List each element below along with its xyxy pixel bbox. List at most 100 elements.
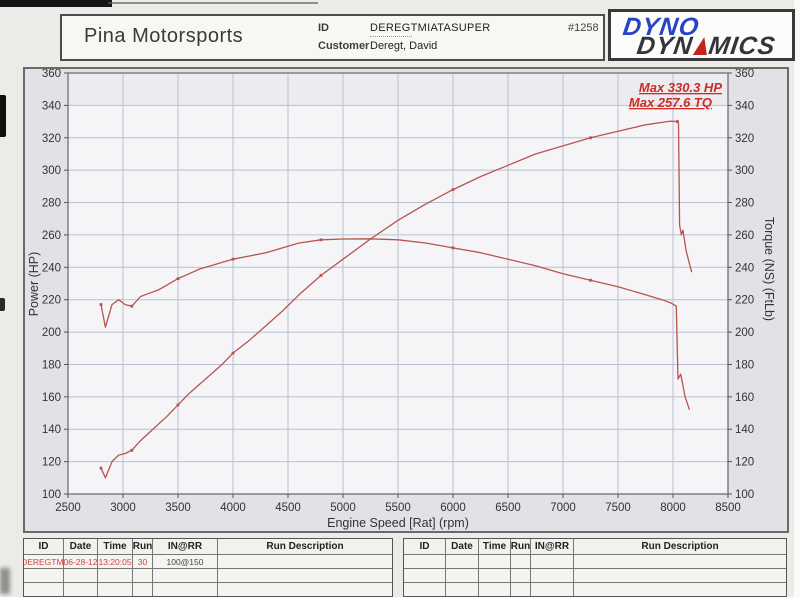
left-axis-title: Power (HP) <box>27 252 41 317</box>
right-axis-tick-label: 120 <box>735 457 754 469</box>
table-row <box>404 583 786 596</box>
scan-artifact-top-line <box>108 2 318 4</box>
scan-artifact-left-mark <box>0 95 6 137</box>
power-curve-marker <box>676 120 679 123</box>
table-cell <box>479 555 511 568</box>
x-axis-tick-label: 2500 <box>55 502 81 514</box>
table-cell <box>133 583 153 596</box>
torque-curve-marker <box>589 278 592 282</box>
right-axis-title: Torque (NS) (FtLb) <box>762 217 776 321</box>
table-row <box>24 569 392 583</box>
right-axis-tick-label: 100 <box>735 489 754 501</box>
table-row <box>404 555 786 569</box>
left-axis-tick-label: 300 <box>42 165 61 177</box>
id-value: DEREGTMIATASUPER <box>370 22 491 34</box>
torque-curve-marker <box>231 257 235 261</box>
power-curve-marker <box>231 351 235 355</box>
x-axis-tick-label: 6000 <box>440 502 466 514</box>
table-cell <box>479 569 511 582</box>
table-cell <box>98 569 133 582</box>
torque-curve-marker <box>319 238 323 242</box>
power-curve-marker <box>99 466 103 470</box>
column-header: IN@RR <box>153 539 218 554</box>
torque-curve-marker <box>176 277 180 281</box>
power-curve-marker <box>130 448 134 452</box>
table-cell <box>153 583 218 596</box>
table-cell <box>24 569 64 582</box>
left-axis-tick-label: 100 <box>42 489 61 501</box>
header-box: Pina Motorsports ID DEREGTMIATASUPER Cus… <box>60 14 605 61</box>
id-underline-mark <box>370 36 412 37</box>
table-cell <box>153 569 218 582</box>
left-axis-tick-label: 320 <box>42 133 61 145</box>
right-axis-tick-label: 200 <box>735 327 754 339</box>
left-axis-tick-label: 160 <box>42 392 61 404</box>
table-cell <box>531 569 574 582</box>
logo-triangle-icon <box>692 37 710 55</box>
right-axis-tick-label: 360 <box>735 69 754 80</box>
table-cell <box>404 583 446 596</box>
id-label: ID <box>318 22 329 34</box>
max-hp-annotation: Max 330.3 HP <box>639 80 722 95</box>
table-cell <box>574 555 786 568</box>
table-cell <box>446 583 479 596</box>
dyno-chart-svg: 100 100 120 120 140 140 160 160 180 180 200 200 220 2… <box>27 69 776 530</box>
logo-text-dyn: DYN <box>635 32 695 60</box>
logo-text-mics: MICS <box>706 32 778 60</box>
x-axis-tick-label: 7000 <box>550 502 576 514</box>
x-axis-tick-label: 4500 <box>275 502 301 514</box>
x-axis-title: Engine Speed [Rat] (rpm) <box>327 516 469 530</box>
x-axis-tick-label: 7500 <box>605 502 631 514</box>
table-cell <box>511 555 531 568</box>
axis-ticks: 100 100 120 120 140 140 160 160 180 180 200 200 220 2… <box>42 69 754 514</box>
column-header: Run Description <box>574 539 786 554</box>
left-axis-tick-label: 240 <box>42 262 61 274</box>
shop-name: Pina Motorsports <box>84 25 244 47</box>
table-cell <box>98 583 133 596</box>
column-header: Time <box>479 539 511 554</box>
table-header-row: ID Date Time Run IN@RR Run Description <box>404 539 786 555</box>
logo-text-dynamics: DYN MICS <box>635 32 778 60</box>
column-header: Run Description <box>218 539 392 554</box>
table-cell <box>133 569 153 582</box>
column-header: Run <box>133 539 153 554</box>
column-header: ID <box>404 539 446 554</box>
right-axis-tick-label: 240 <box>735 262 754 274</box>
right-axis-tick-label: 340 <box>735 100 754 112</box>
table-row <box>404 569 786 583</box>
customer-value: Deregt, David <box>370 40 438 52</box>
left-axis-tick-label: 200 <box>42 327 61 339</box>
right-axis-tick-label: 320 <box>735 133 754 145</box>
power-curve-marker <box>589 136 592 140</box>
dyno-dynamics-logo: DYNO DYN MICS <box>608 9 795 61</box>
table-cell <box>511 583 531 596</box>
curves <box>99 120 693 479</box>
table-cell <box>531 583 574 596</box>
x-axis-tick-label: 8000 <box>660 502 686 514</box>
run-table-right: ID Date Time Run IN@RR Run Description <box>403 538 787 597</box>
right-axis-tick-label: 260 <box>735 230 754 242</box>
table-cell <box>511 569 531 582</box>
table-cell <box>64 569 98 582</box>
right-axis-tick-label: 280 <box>735 198 754 210</box>
scan-artifact-left-mark <box>0 298 5 311</box>
x-axis-tick-label: 3000 <box>110 502 136 514</box>
table-cell <box>404 569 446 582</box>
table-cell <box>218 583 392 596</box>
left-axis-tick-label: 260 <box>42 230 61 242</box>
table-cell <box>218 555 392 568</box>
x-axis-tick-label: 5000 <box>330 502 356 514</box>
left-axis-tick-label: 360 <box>42 69 61 80</box>
power-curve-marker <box>319 274 323 277</box>
table-cell <box>404 555 446 568</box>
table-cell <box>446 555 479 568</box>
column-header: Time <box>98 539 133 554</box>
table-cell <box>574 569 786 582</box>
left-axis-tick-label: 280 <box>42 198 61 210</box>
table-row <box>24 583 392 596</box>
x-axis-tick-label: 4000 <box>220 502 246 514</box>
power-curve-marker <box>176 403 180 407</box>
x-axis-tick-label: 3500 <box>165 502 191 514</box>
